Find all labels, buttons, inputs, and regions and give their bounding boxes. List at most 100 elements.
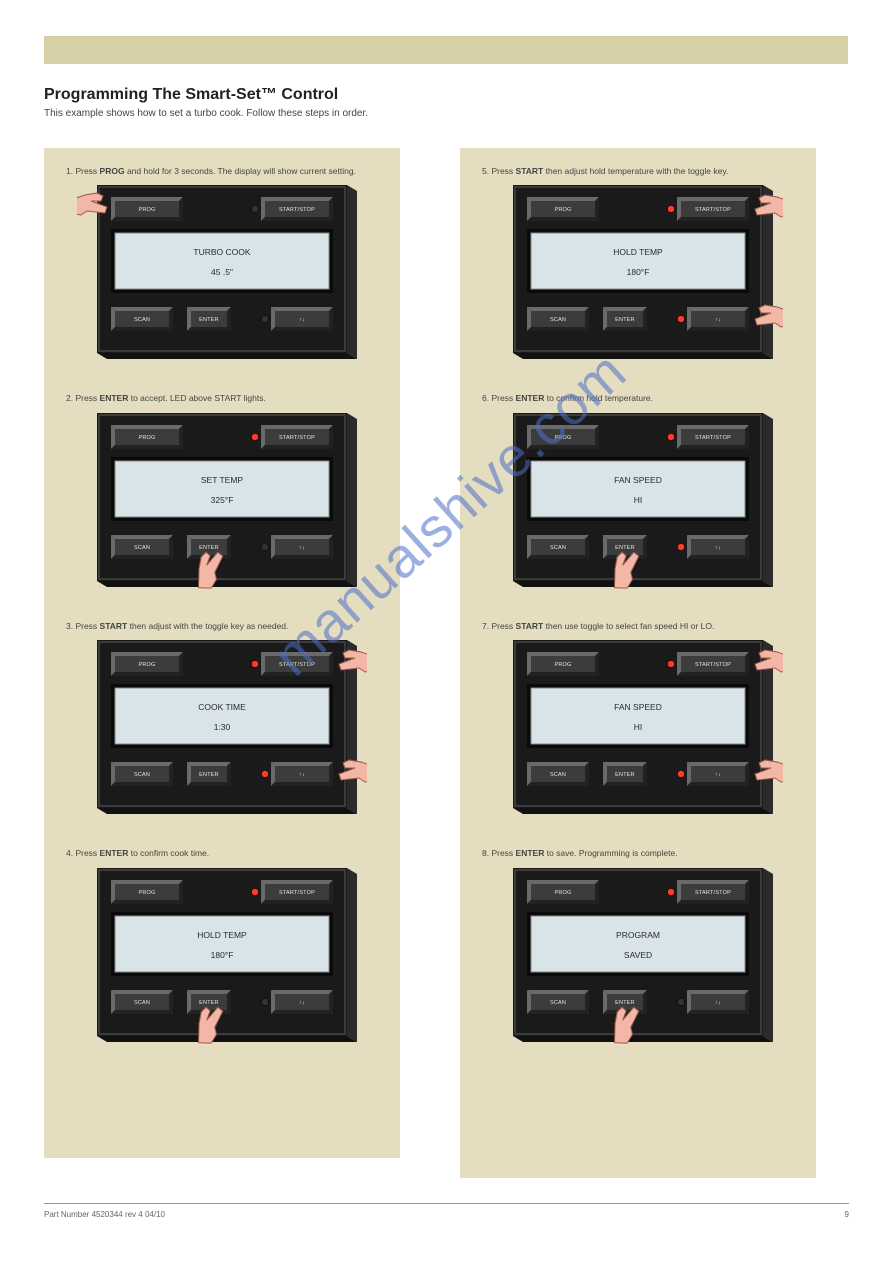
footer-right: 9 [845, 1210, 849, 1219]
enter-button-label: ENTER [199, 317, 219, 323]
lcd-display [115, 688, 329, 744]
start-button-label: START/STOP [279, 890, 315, 896]
prog-button[interactable]: PROG [111, 652, 183, 676]
start-button[interactable]: START/STOP [261, 197, 333, 221]
control-panel: PROG START/STOP FAN SPEEDHI SCAN ENTER ↑… [493, 640, 783, 828]
lcd-display [531, 916, 745, 972]
start-button[interactable]: START/STOP [261, 425, 333, 449]
toggle-button-led [262, 543, 269, 550]
step-6: 6. Press ENTER to confirm hold temperatu… [476, 393, 800, 600]
toggle-button[interactable]: ↑↓ [271, 990, 333, 1014]
step-6-caption: 6. Press ENTER to confirm hold temperatu… [482, 393, 794, 404]
scan-button-label: SCAN [550, 545, 566, 551]
step-7-caption: 7. Press START then use toggle to select… [482, 621, 794, 632]
toggle-button-led [678, 998, 685, 1005]
scan-button[interactable]: SCAN [111, 535, 173, 559]
scan-button[interactable]: SCAN [527, 762, 589, 786]
enter-button[interactable]: ENTER [603, 762, 647, 786]
start-button-led [252, 433, 259, 440]
control-panel: PROG START/STOP FAN SPEEDHI SCAN ENTER ↑… [493, 413, 783, 601]
toggle-button[interactable]: ↑↓ [271, 535, 333, 559]
lcd-line1: TURBO COOK [193, 247, 250, 257]
prog-button[interactable]: PROG [527, 197, 599, 221]
scan-button-label: SCAN [550, 317, 566, 323]
enter-button[interactable]: ENTER [187, 762, 231, 786]
page-title: Programming The Smart-Set™ Control [44, 86, 338, 104]
step-5: 5. Press START then adjust hold temperat… [476, 166, 800, 373]
lcd-line2: HI [634, 495, 643, 505]
prog-button[interactable]: PROG [527, 652, 599, 676]
start-button-label: START/STOP [695, 890, 731, 896]
toggle-button[interactable]: ↑↓ [687, 535, 749, 559]
toggle-button-label: ↑↓ [715, 317, 721, 323]
step-2-caption: 2. Press ENTER to accept. LED above STAR… [66, 393, 378, 404]
lcd-line2: 45 .5" [211, 267, 233, 277]
toggle-button-led [262, 998, 269, 1005]
start-button-label: START/STOP [279, 207, 315, 213]
scan-button-label: SCAN [550, 1000, 566, 1006]
enter-button-label: ENTER [615, 1000, 635, 1006]
scan-button[interactable]: SCAN [111, 762, 173, 786]
start-button-label: START/STOP [279, 435, 315, 441]
prog-button-label: PROG [139, 890, 156, 896]
toggle-button-label: ↑↓ [715, 772, 721, 778]
lcd-line1: PROGRAM [616, 930, 660, 940]
start-button[interactable]: START/STOP [677, 652, 749, 676]
scan-button[interactable]: SCAN [527, 535, 589, 559]
lcd-line1: FAN SPEED [614, 702, 662, 712]
step-3-caption: 3. Press START then adjust with the togg… [66, 621, 378, 632]
lcd-display [531, 233, 745, 289]
start-button[interactable]: START/STOP [677, 880, 749, 904]
start-button[interactable]: START/STOP [677, 197, 749, 221]
start-button-led [668, 661, 675, 668]
step-1: 1. Press PROG and hold for 3 seconds. Th… [60, 166, 384, 373]
prog-button[interactable]: PROG [527, 425, 599, 449]
enter-button-label: ENTER [615, 545, 635, 551]
prog-button[interactable]: PROG [527, 880, 599, 904]
lcd-line1: COOK TIME [198, 702, 246, 712]
step-3: 3. Press START then adjust with the togg… [60, 621, 384, 828]
prog-button-label: PROG [555, 207, 572, 213]
toggle-button[interactable]: ↑↓ [687, 762, 749, 786]
footer-left: Part Number 4520344 rev 4 04/10 [44, 1210, 165, 1219]
prog-button[interactable]: PROG [111, 197, 183, 221]
scan-button-label: SCAN [134, 317, 150, 323]
step-7: 7. Press START then use toggle to select… [476, 621, 800, 828]
enter-button[interactable]: ENTER [603, 307, 647, 331]
scan-button[interactable]: SCAN [111, 990, 173, 1014]
prog-button[interactable]: PROG [111, 425, 183, 449]
enter-button-label: ENTER [199, 1000, 219, 1006]
toggle-button[interactable]: ↑↓ [271, 307, 333, 331]
lcd-line2: 180°F [211, 950, 234, 960]
prog-button-label: PROG [139, 207, 156, 213]
toggle-button[interactable]: ↑↓ [687, 307, 749, 331]
prog-button-label: PROG [555, 435, 572, 441]
prog-button[interactable]: PROG [111, 880, 183, 904]
scan-button[interactable]: SCAN [111, 307, 173, 331]
scan-button[interactable]: SCAN [527, 990, 589, 1014]
lcd-line2: SAVED [624, 950, 652, 960]
scan-button-label: SCAN [134, 545, 150, 551]
prog-button-label: PROG [555, 890, 572, 896]
scan-button[interactable]: SCAN [527, 307, 589, 331]
lcd-line1: HOLD TEMP [613, 247, 663, 257]
step-8-caption: 8. Press ENTER to save. Programming is c… [482, 848, 794, 859]
control-panel: PROG START/STOP HOLD TEMP180°F SCAN ENTE… [493, 185, 783, 373]
start-button-label: START/STOP [695, 435, 731, 441]
start-button[interactable]: START/STOP [677, 425, 749, 449]
toggle-button[interactable]: ↑↓ [271, 762, 333, 786]
step-1-caption: 1. Press PROG and hold for 3 seconds. Th… [66, 166, 378, 177]
prog-button-label: PROG [139, 435, 156, 441]
toggle-button[interactable]: ↑↓ [687, 990, 749, 1014]
step-2: 2. Press ENTER to accept. LED above STAR… [60, 393, 384, 600]
enter-button-label: ENTER [615, 772, 635, 778]
toggle-button-label: ↑↓ [299, 1000, 305, 1006]
start-button-led [668, 888, 675, 895]
enter-button[interactable]: ENTER [187, 307, 231, 331]
start-button[interactable]: START/STOP [261, 880, 333, 904]
start-button[interactable]: START/STOP [261, 652, 333, 676]
intro-text: This example shows how to set a turbo co… [44, 108, 644, 119]
footer: Part Number 4520344 rev 4 04/10 9 [44, 1203, 849, 1219]
control-panel: PROG START/STOP TURBO COOK 45 .5" SCAN EN… [77, 185, 367, 373]
toggle-button-led [262, 316, 269, 323]
